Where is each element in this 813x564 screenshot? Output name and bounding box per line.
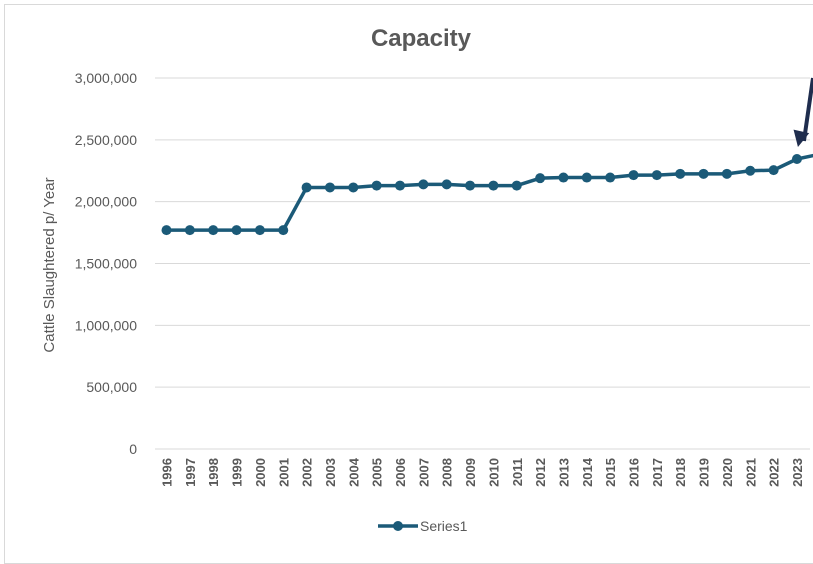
data-point[interactable]: [372, 181, 382, 191]
data-point[interactable]: [629, 170, 639, 180]
x-tick-label: 1998: [206, 458, 221, 487]
data-point[interactable]: [395, 181, 405, 191]
x-tick-label: 2018: [673, 458, 688, 487]
y-axis-label: Cattle Slaughtered p/ Year: [41, 177, 58, 352]
x-tick-label: 2020: [720, 458, 735, 487]
x-tick-label: 2002: [300, 458, 315, 487]
x-tick-label: 2000: [253, 458, 268, 487]
data-point[interactable]: [442, 179, 452, 189]
data-point[interactable]: [722, 169, 732, 179]
x-tick-label: 2011: [510, 458, 525, 486]
data-point[interactable]: [255, 225, 265, 235]
x-tick-label: 2021: [743, 458, 758, 487]
data-point[interactable]: [302, 182, 312, 192]
legend-label: Series1: [420, 518, 468, 534]
data-point[interactable]: [278, 225, 288, 235]
x-tick-label: 2001: [276, 458, 291, 487]
y-tick-labels: 0 500,000 1,000,000 1,500,000 2,000,000 2,500…: [75, 70, 138, 457]
data-point[interactable]: [769, 165, 779, 175]
data-point[interactable]: [185, 225, 195, 235]
data-point[interactable]: [652, 170, 662, 180]
data-point[interactable]: [418, 179, 428, 189]
y-tick-label: 2,500,000: [75, 132, 137, 148]
data-point[interactable]: [512, 181, 522, 191]
data-point[interactable]: [535, 173, 545, 183]
y-tick-label: 1,000,000: [75, 317, 137, 333]
data-point[interactable]: [582, 173, 592, 183]
x-tick-label: 1999: [230, 458, 245, 487]
gridlines: [155, 78, 810, 449]
x-tick-label: 2023: [790, 458, 805, 487]
data-point[interactable]: [465, 181, 475, 191]
legend-marker: [393, 521, 403, 531]
x-tick-label: 2006: [393, 458, 408, 487]
data-point[interactable]: [488, 181, 498, 191]
series-line: [167, 154, 813, 230]
x-tick-label: 2003: [323, 458, 338, 487]
x-tick-label: 2017: [650, 458, 665, 487]
series-layer: [162, 149, 813, 235]
data-point[interactable]: [558, 173, 568, 183]
x-tick-label: 2013: [556, 458, 571, 487]
x-tick-label: 2010: [486, 458, 501, 487]
legend[interactable]: Series1: [378, 518, 468, 534]
annotation-arrow-shaft: [804, 78, 813, 141]
data-point[interactable]: [208, 225, 218, 235]
chart-title: Capacity: [371, 25, 472, 52]
x-tick-label: 2009: [463, 458, 478, 487]
x-tick-label: 2016: [627, 458, 642, 487]
data-point[interactable]: [348, 182, 358, 192]
x-tick-label: 2005: [370, 458, 385, 487]
data-point[interactable]: [792, 154, 802, 164]
x-tick-label: 1996: [160, 458, 175, 487]
x-tick-label: 1997: [183, 458, 198, 487]
y-tick-label: 2,000,000: [75, 194, 137, 210]
x-tick-label: 2019: [697, 458, 712, 487]
x-tick-label: 2022: [767, 458, 782, 487]
y-tick-label: 1,500,000: [75, 256, 137, 272]
y-tick-label: 3,000,000: [75, 70, 137, 86]
y-tick-label: 500,000: [86, 379, 137, 395]
x-tick-label: 2008: [440, 458, 455, 487]
x-tick-label: 2014: [580, 457, 595, 487]
x-tick-label: 2004: [346, 457, 361, 487]
x-tick-label: 2007: [416, 458, 431, 487]
y-tick-label: 0: [129, 441, 137, 457]
data-point[interactable]: [162, 225, 172, 235]
data-point[interactable]: [745, 166, 755, 176]
data-point[interactable]: [605, 173, 615, 183]
annotation-layer: [794, 78, 813, 147]
x-tick-labels: 1996 1997 1998 1999 2000 2001 2002 2003 2004 2005…: [160, 457, 813, 487]
data-point[interactable]: [232, 225, 242, 235]
data-point[interactable]: [675, 169, 685, 179]
x-tick-label: 2012: [533, 458, 548, 487]
data-point[interactable]: [699, 169, 709, 179]
x-tick-label: 2015: [603, 458, 618, 487]
data-point[interactable]: [325, 182, 335, 192]
